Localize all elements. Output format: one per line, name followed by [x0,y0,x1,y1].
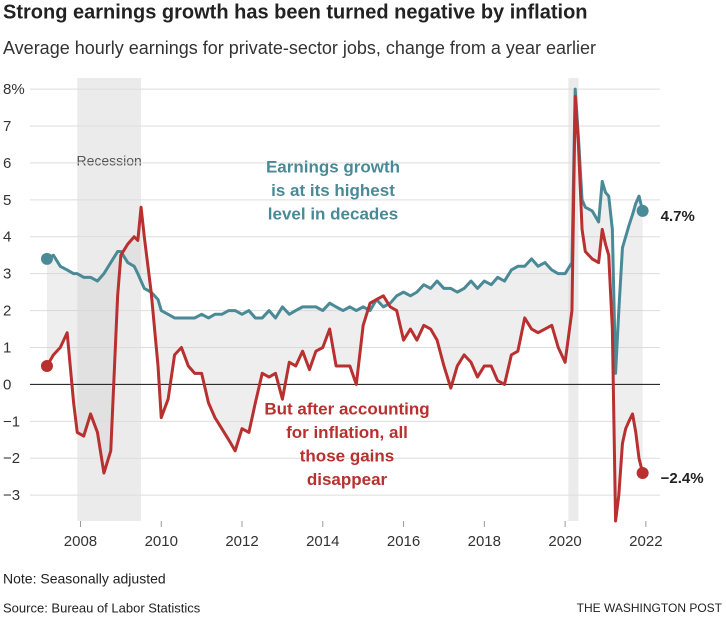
y-tick-label: 2 [3,303,11,320]
end-label: −2.4% [661,470,704,487]
x-tick-label: 2018 [468,533,501,550]
y-tick-label: 3 [3,266,11,283]
recession-label: Recession [76,153,141,169]
end-dot [636,467,649,480]
annotation: level in decades [268,204,398,223]
x-tick-label: 2022 [629,533,662,550]
source: Source: Bureau of Labor Statistics [3,600,201,615]
x-tick-label: 2014 [306,533,339,550]
start-dot [40,252,53,265]
chart-title: Strong earnings growth has been turned n… [3,1,588,23]
annotation: is at its highest [271,181,395,200]
y-tick-label: −1 [3,413,20,430]
y-tick-label: 7 [3,118,11,135]
gap-area [46,89,643,521]
credit: THE WASHINGTON POST [577,601,723,615]
x-tick-label: 2012 [225,533,258,550]
recession-band [77,78,142,521]
y-tick-label: 4 [3,229,11,246]
start-dot [40,359,53,372]
annotation: for inflation, all [286,423,408,442]
series-line [45,94,645,523]
note: Note: Seasonally adjusted [3,571,166,587]
y-tick-label: 5 [3,192,11,209]
x-tick-label: 2016 [387,533,420,550]
annotation: Earnings growth [266,157,400,176]
annotation: those gains [300,446,394,465]
x-tick-label: 2010 [145,533,178,550]
end-dot [636,204,649,217]
chart-subtitle: Average hourly earnings for private-sect… [3,38,596,58]
annotation: But after accounting [264,399,429,418]
x-tick-label: 2008 [64,533,97,550]
y-tick-label: 8% [3,81,25,98]
y-tick-label: −2 [3,450,20,467]
end-label: 4.7% [661,208,695,225]
annotation: disappear [307,470,388,489]
x-tick-label: 2020 [548,533,581,550]
y-tick-label: 6 [3,155,11,172]
y-tick-label: 1 [3,339,11,356]
y-tick-label: 0 [3,376,11,393]
y-tick-label: −3 [3,487,20,504]
